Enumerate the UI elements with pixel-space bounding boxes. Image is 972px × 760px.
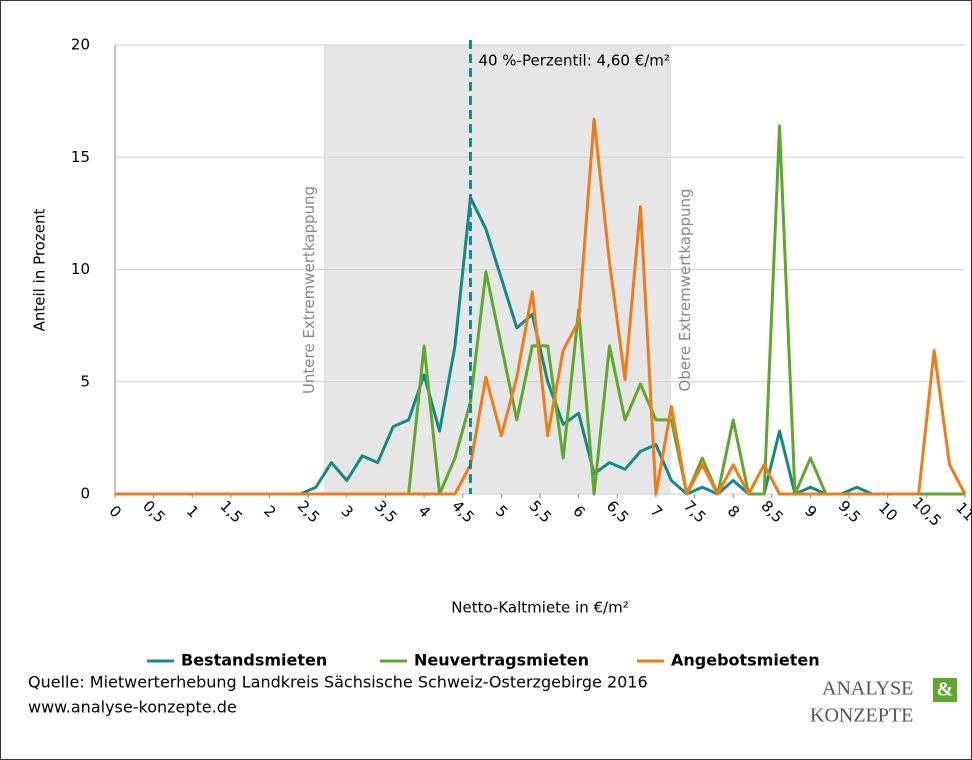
legend-label: Bestandsmieten	[181, 651, 327, 670]
y-tick-label: 15	[71, 148, 90, 166]
y-tick-label: 10	[71, 260, 90, 278]
series-line	[115, 117, 967, 496]
legend-label: Neuvertragsmieten	[414, 651, 589, 670]
logo-text: KONZEPTE	[810, 705, 913, 727]
legend-label: Angebotsmieten	[671, 651, 820, 670]
y-tick-label: 20	[71, 36, 90, 54]
logo-amp: &	[937, 679, 954, 701]
y-tick-label: 0	[80, 485, 90, 503]
source: Quelle: Mietwerterhebung Landkreis Sächs…	[28, 673, 648, 692]
x-axis-label: Netto-Kaltmiete in €/m²	[451, 599, 628, 617]
percentile-label: 40 %-Perzentil: 4,60 €/m²	[478, 52, 669, 70]
logo-box	[933, 678, 957, 702]
y-axis-label: Anteil in Prozent	[31, 209, 49, 332]
logo-text: ANALYSE	[822, 678, 913, 700]
shade-label: Untere Extremwertkappung	[300, 186, 318, 394]
shade-label: Obere Extremwertkappung	[676, 188, 694, 391]
y-tick-label: 5	[80, 372, 90, 390]
url: www.analyse-konzepte.de	[28, 698, 237, 717]
